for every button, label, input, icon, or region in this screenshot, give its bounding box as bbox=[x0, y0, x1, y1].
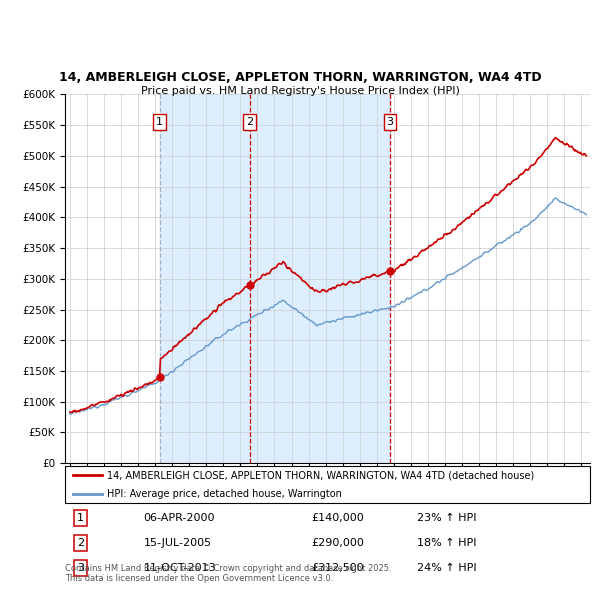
Text: £140,000: £140,000 bbox=[311, 513, 364, 523]
Bar bbox=[250, 94, 390, 463]
Text: 18% ↑ HPI: 18% ↑ HPI bbox=[416, 538, 476, 548]
Text: £290,000: £290,000 bbox=[311, 538, 364, 548]
Text: 14, AMBERLEIGH CLOSE, APPLETON THORN, WARRINGTON, WA4 4TD (detached house): 14, AMBERLEIGH CLOSE, APPLETON THORN, WA… bbox=[107, 470, 534, 480]
Text: Contains HM Land Registry data © Crown copyright and database right 2025.
This d: Contains HM Land Registry data © Crown c… bbox=[65, 563, 391, 583]
Text: 06-APR-2000: 06-APR-2000 bbox=[143, 513, 215, 523]
Text: 3: 3 bbox=[386, 117, 394, 127]
Text: 23% ↑ HPI: 23% ↑ HPI bbox=[416, 513, 476, 523]
Text: 1: 1 bbox=[77, 513, 84, 523]
Text: Price paid vs. HM Land Registry's House Price Index (HPI): Price paid vs. HM Land Registry's House … bbox=[140, 86, 460, 96]
Text: 11-OCT-2013: 11-OCT-2013 bbox=[143, 563, 216, 573]
FancyBboxPatch shape bbox=[65, 466, 590, 503]
Text: 24% ↑ HPI: 24% ↑ HPI bbox=[416, 563, 476, 573]
Text: 1: 1 bbox=[156, 117, 163, 127]
Text: £312,500: £312,500 bbox=[311, 563, 364, 573]
Text: HPI: Average price, detached house, Warrington: HPI: Average price, detached house, Warr… bbox=[107, 489, 341, 499]
Text: 3: 3 bbox=[77, 563, 84, 573]
Bar bbox=[160, 94, 250, 463]
Text: 2: 2 bbox=[77, 538, 84, 548]
Text: 14, AMBERLEIGH CLOSE, APPLETON THORN, WARRINGTON, WA4 4TD: 14, AMBERLEIGH CLOSE, APPLETON THORN, WA… bbox=[59, 71, 541, 84]
Text: 2: 2 bbox=[246, 117, 253, 127]
Text: 15-JUL-2005: 15-JUL-2005 bbox=[143, 538, 212, 548]
